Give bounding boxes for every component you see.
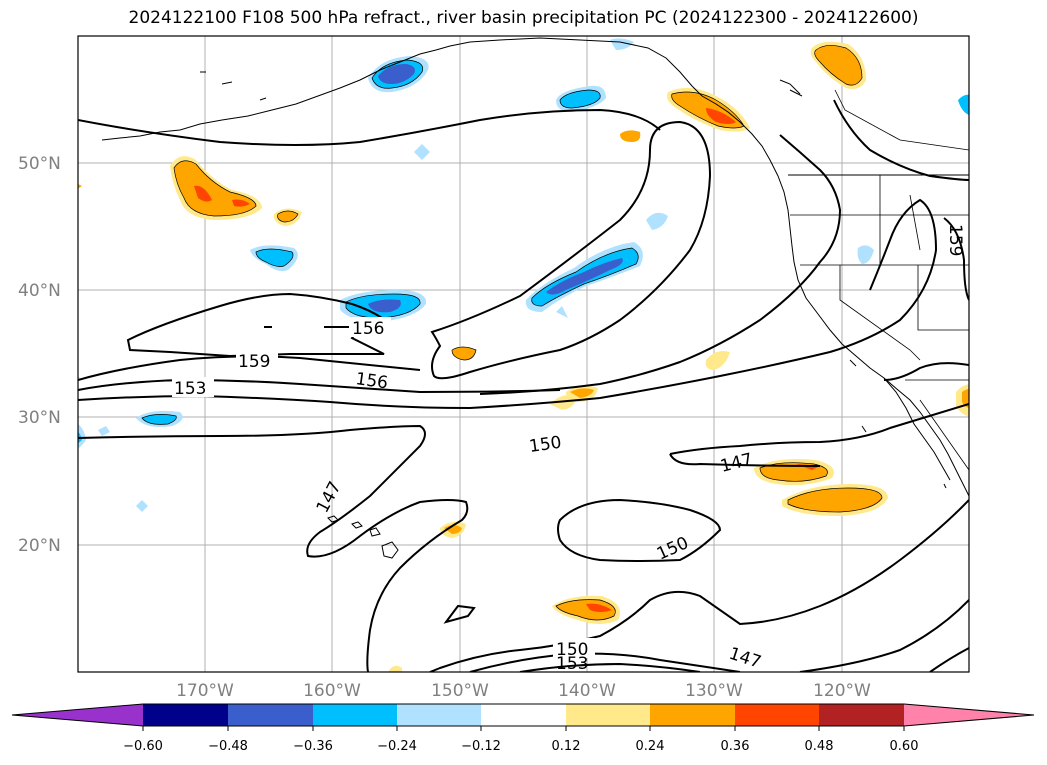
colorbar-segment [481, 704, 566, 726]
lat-label: 20°N [18, 536, 61, 556]
contour-label: 156 [354, 369, 389, 393]
colorbar-tick-label: −0.60 [123, 739, 163, 754]
longitude-labels: 170°W 160°W 150°W 140°W 130°W 120°W [176, 681, 871, 701]
colorbar-segment [566, 704, 650, 726]
colorbar-segment [735, 704, 819, 726]
lat-label: 40°N [18, 281, 61, 301]
map-title: 2024122100 F108 500 hPa refract., river … [128, 8, 919, 28]
precip-shading [78, 38, 969, 672]
colorbar-segment [228, 704, 313, 726]
colorbar: −0.60 −0.48 −0.36 −0.24 −0.12 0.12 0.24 … [11, 703, 1035, 754]
colorbar-segment [650, 704, 735, 726]
colorbar-tick-label: −0.24 [377, 739, 417, 754]
lat-label: 30°N [18, 408, 61, 428]
colorbar-tick-label: 0.12 [552, 739, 581, 754]
contour-labels: 156 159 153 156 150 147 147 150 150 153 … [172, 224, 965, 674]
colorbar-tick-label: 0.60 [890, 739, 919, 754]
contour-label: 159 [238, 352, 270, 372]
contour-label: 153 [556, 654, 588, 674]
lat-label: 50°N [18, 154, 61, 174]
lon-label: 120°W [813, 681, 871, 701]
latitude-labels: 50°N 40°N 30°N 20°N [18, 154, 61, 556]
contour-label: 153 [174, 379, 206, 399]
colorbar-left-extension [12, 704, 143, 726]
colorbar-right-extension [904, 704, 1034, 726]
contour-label: 159 [945, 224, 965, 256]
contour-label: 150 [556, 640, 588, 660]
colorbar-tick-label: 0.48 [805, 739, 834, 754]
colorbar-segment [143, 704, 228, 726]
lon-label: 130°W [685, 681, 743, 701]
precip-outlines [141, 45, 883, 621]
colorbar-tick-label: −0.48 [208, 739, 248, 754]
colorbar-segment [819, 704, 904, 726]
colorbar-segment [313, 704, 397, 726]
coastlines [101, 37, 969, 559]
map-frame [77, 35, 970, 673]
refractivity-contours [78, 99, 969, 672]
colorbar-tick-label: 0.36 [721, 739, 750, 754]
contour-label: 156 [352, 319, 384, 339]
colorbar-segment [397, 704, 481, 726]
lon-label: 140°W [558, 681, 616, 701]
colorbar-tick-label: −0.12 [461, 739, 501, 754]
contour-label: 150 [528, 433, 563, 457]
lon-label: 170°W [176, 681, 234, 701]
lon-label: 160°W [303, 681, 361, 701]
colorbar-tick-label: −0.36 [293, 739, 333, 754]
lon-label: 150°W [431, 681, 489, 701]
colorbar-tick-label: 0.24 [636, 739, 665, 754]
